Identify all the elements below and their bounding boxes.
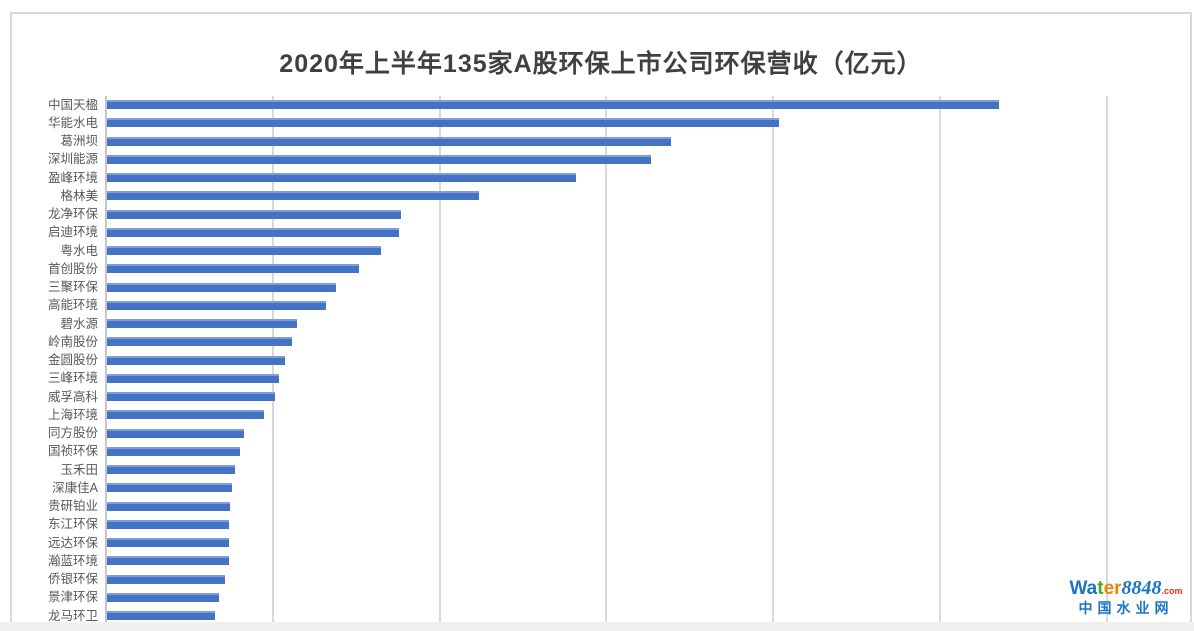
category-label-三聚环保: 三聚环保 [47, 280, 98, 294]
bar-深圳能源 [107, 154, 651, 164]
bar-金圆股份 [107, 355, 286, 365]
watermark-domain: .com [1161, 586, 1183, 596]
bar-上海环境 [107, 410, 264, 420]
category-label-三峰环境: 三峰环境 [47, 371, 98, 386]
bar-深康佳A [107, 483, 233, 493]
plot-area [105, 96, 1191, 622]
category-label-景津环保: 景津环保 [47, 590, 98, 605]
watermark-er: er [1103, 578, 1122, 599]
category-label-首创股份: 首创股份 [47, 261, 98, 276]
category-label-葛洲坝: 葛洲坝 [60, 134, 98, 148]
bar-碧水源 [107, 319, 298, 328]
bar-龙净环保 [107, 209, 401, 219]
bar-东江环保 [107, 519, 229, 529]
bar-景津环保 [107, 592, 219, 602]
category-label-威孚高科: 威孚高科 [47, 389, 98, 404]
category-label-金圆股份: 金圆股份 [47, 353, 98, 367]
gridline-20 [438, 96, 441, 622]
bar-华能水电 [107, 118, 780, 128]
category-label-侨银环保: 侨银环保 [47, 572, 98, 586]
bar-首创股份 [107, 264, 359, 274]
bar-高能环境 [107, 300, 326, 310]
chart-title: 2020年上半年135家A股环保上市公司环保营收（亿元） [279, 50, 923, 78]
bar-侨银环保 [107, 574, 226, 584]
category-label-龙马环卫: 龙马环卫 [47, 608, 98, 623]
y-axis-line [105, 96, 107, 622]
bar-国祯环保 [107, 446, 241, 456]
watermark-brand: Water8848.com [1060, 578, 1192, 599]
category-label-盈峰环境: 盈峰环境 [47, 170, 98, 185]
bar-贵研铂业 [107, 501, 231, 511]
bar-同方股份 [107, 428, 244, 438]
bar-威孚高科 [107, 392, 276, 401]
bar-中国天楹 [107, 100, 1000, 109]
category-label-深圳能源: 深圳能源 [47, 152, 98, 167]
category-label-瀚蓝环境: 瀚蓝环境 [47, 553, 98, 568]
category-label-碧水源: 碧水源 [60, 316, 98, 331]
category-label-粤水电: 粤水电 [60, 243, 98, 258]
category-label-高能环境: 高能环境 [47, 298, 98, 313]
bar-粤水电 [107, 246, 381, 255]
gridline-50 [939, 96, 941, 622]
category-label-同方股份: 同方股份 [47, 426, 98, 440]
bar-三峰环境 [107, 373, 279, 383]
category-label-上海环境: 上海环境 [47, 407, 98, 422]
category-label-远达环保: 远达环保 [47, 535, 98, 550]
category-label-龙净环保: 龙净环保 [47, 207, 98, 221]
category-label-岭南股份: 岭南股份 [47, 334, 98, 349]
category-label-格林美: 格林美 [60, 188, 98, 203]
watermark-logo: Water8848.com 中国水业网 [1060, 578, 1192, 616]
category-label-贵研铂业: 贵研铂业 [47, 499, 98, 513]
bar-龙马环卫 [107, 611, 216, 620]
category-label-启迪环境: 启迪环境 [47, 225, 98, 240]
gridline-60 [1105, 96, 1108, 622]
category-label-国祯环保: 国祯环保 [47, 444, 98, 459]
category-label-深康佳A: 深康佳A [52, 480, 98, 495]
bar-启迪环境 [107, 227, 399, 237]
gridline-30 [605, 96, 608, 622]
bar-岭南股份 [107, 337, 293, 347]
bar-格林美 [107, 191, 479, 201]
bottom-strip [0, 622, 1194, 631]
watermark-number: 8848 [1121, 577, 1162, 599]
bar-三聚环保 [107, 282, 336, 292]
bar-玉禾田 [107, 465, 236, 474]
category-label-中国天楹: 中国天楹 [47, 97, 98, 112]
category-label-华能水电: 华能水电 [47, 115, 98, 130]
bar-葛洲坝 [107, 136, 671, 146]
watermark-wa: Wa [1069, 578, 1098, 599]
gridline-40 [772, 96, 775, 622]
bar-远达环保 [107, 538, 229, 547]
watermark-t: t [1097, 578, 1104, 599]
category-label-东江环保: 东江环保 [47, 517, 98, 532]
bar-盈峰环境 [107, 173, 576, 182]
category-label-玉禾田: 玉禾田 [60, 462, 98, 477]
category-labels: 中国天楹华能水电葛洲坝深圳能源盈峰环境格林美龙净环保启迪环境粤水电首创股份三聚环… [10, 96, 98, 623]
bar-瀚蓝环境 [107, 556, 229, 566]
watermark-subtitle: 中国水业网 [1078, 600, 1174, 616]
